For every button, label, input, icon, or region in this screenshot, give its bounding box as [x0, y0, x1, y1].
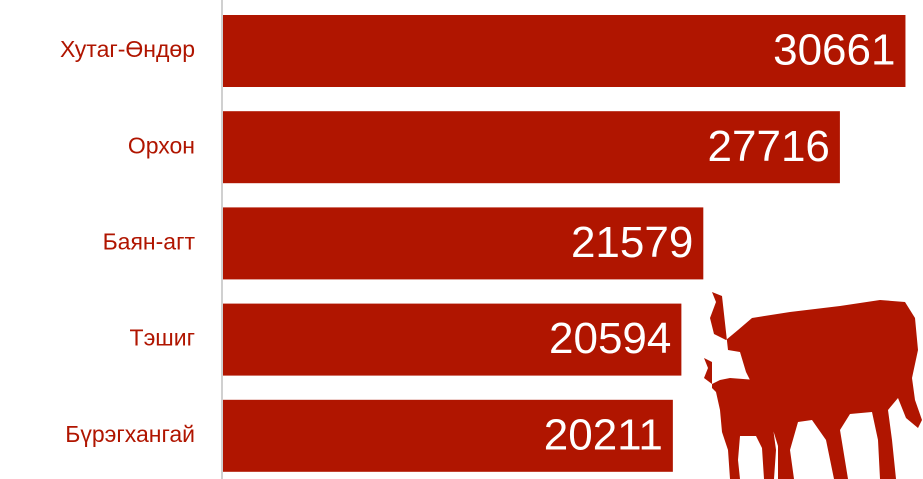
bar [223, 207, 704, 280]
value-label: 20594 [549, 314, 671, 363]
category-label: Бүрэгхангай [65, 421, 195, 447]
category-label: Баян-агт [103, 228, 196, 254]
value-label: 21579 [571, 218, 693, 267]
value-label: 20211 [544, 410, 663, 459]
value-label: 30661 [773, 26, 895, 75]
category-label: Орхон [128, 132, 195, 158]
bar [223, 399, 673, 472]
category-label: Хутаг-Өндөр [60, 36, 195, 62]
cow-silhouette [704, 292, 922, 479]
bar [223, 111, 840, 184]
bar [223, 15, 906, 87]
category-label: Тэшиг [130, 325, 195, 351]
bar [223, 303, 682, 376]
value-label: 27716 [708, 122, 830, 171]
